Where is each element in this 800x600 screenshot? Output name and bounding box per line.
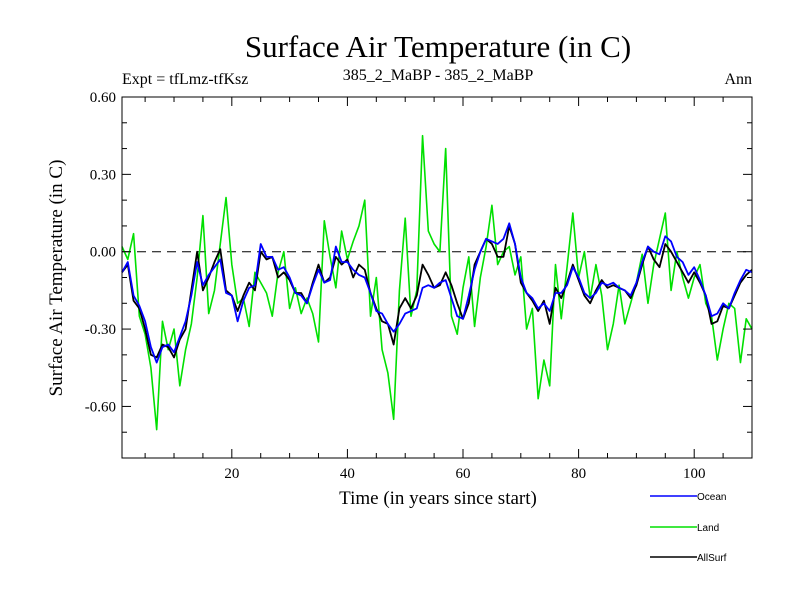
x-tick-label: 100 <box>683 466 706 482</box>
series-line-ocean <box>121 222 753 364</box>
legend-label-allsurf: AllSurf <box>697 553 727 564</box>
x-tick-label: 40 <box>340 466 355 482</box>
subtitle-season: Ann <box>724 71 752 88</box>
legend: Ocean Land AllSurf <box>650 492 727 564</box>
y-tick-label: 0.00 <box>90 245 116 261</box>
y-tick-label: 0.60 <box>90 90 116 106</box>
subtitle-period: 385_2_MaBP - 385_2_MaBP <box>343 67 534 84</box>
plot-frame <box>121 96 753 459</box>
chart-title: Surface Air Temperature (in C) <box>245 29 631 64</box>
y-tick-label: -0.30 <box>85 322 116 338</box>
subtitle-expt: Expt = tfLmz-tfKsz <box>122 71 248 88</box>
x-tick-label: 80 <box>571 466 586 482</box>
y-axis-label: Surface Air Temperature (in C) <box>46 160 67 397</box>
y-tick-label: 0.30 <box>90 167 116 183</box>
y-tick-label: -0.60 <box>85 399 116 415</box>
x-tick-label: 20 <box>224 466 239 482</box>
legend-label-land: Land <box>697 523 719 534</box>
x-axis-label: Time (in years since start) <box>339 488 537 509</box>
x-tick-label: 60 <box>456 466 471 482</box>
series-line-land <box>121 134 753 431</box>
legend-label-ocean: Ocean <box>697 492 726 503</box>
